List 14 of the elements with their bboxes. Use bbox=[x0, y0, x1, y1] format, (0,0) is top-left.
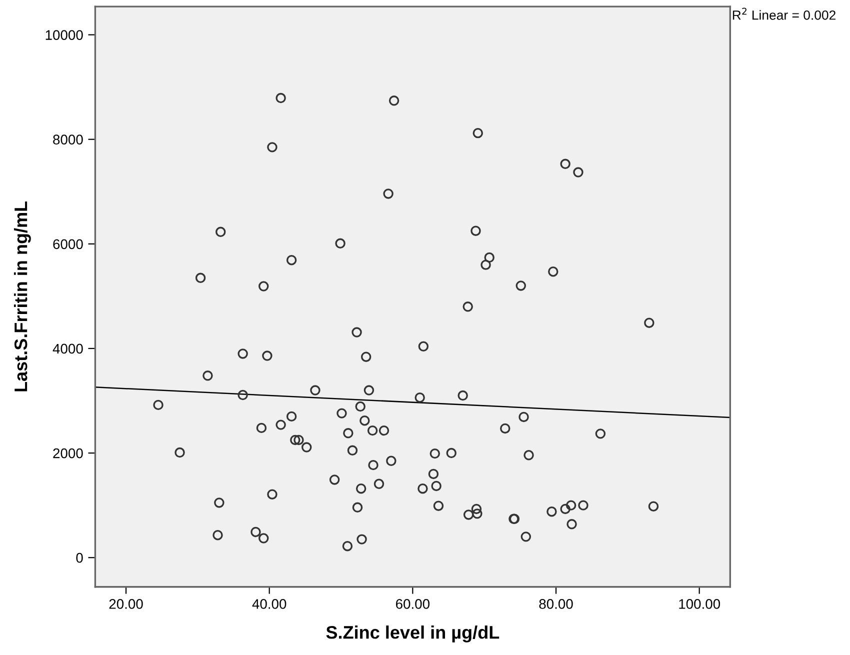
x-tick-label: 80.00 bbox=[539, 599, 573, 609]
x-tick-label: 40.00 bbox=[252, 599, 286, 609]
y-tick-label: 0 bbox=[76, 552, 83, 563]
x-tick-label: 20.00 bbox=[109, 599, 143, 609]
y-axis-title: Last.S.Frritin in ng/mL bbox=[14, 201, 31, 392]
y-tick-label: 2000 bbox=[53, 448, 83, 458]
y-tick-label: 4000 bbox=[52, 344, 83, 354]
y-tick-label: 8000 bbox=[53, 134, 83, 145]
x-axis-title: S.Zinc level in µg/dL bbox=[326, 626, 500, 642]
y-tick-label: 10000 bbox=[46, 30, 83, 40]
x-tick-label: 100.00 bbox=[679, 599, 720, 609]
x-tick-label: 60.00 bbox=[396, 599, 430, 609]
text: R$^{2}$ Linear = 0.002 bbox=[732, 8, 836, 20]
y-tick-label: 6000 bbox=[53, 239, 83, 250]
